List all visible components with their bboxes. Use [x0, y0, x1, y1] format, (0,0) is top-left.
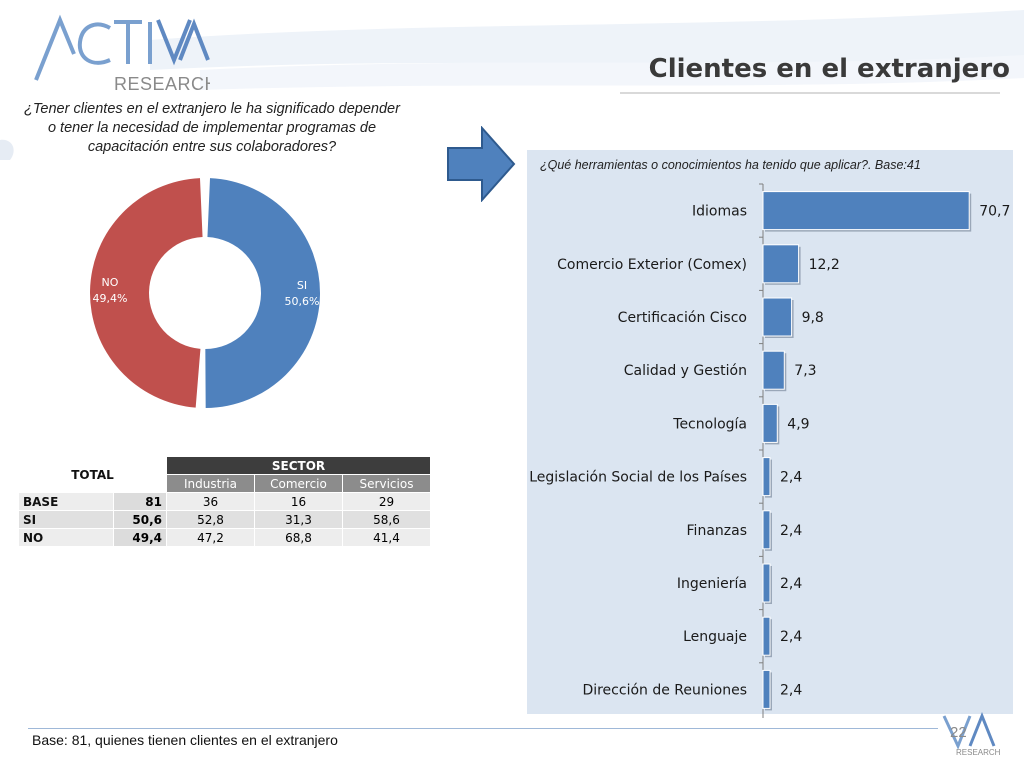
bar: [762, 403, 778, 443]
bar-value-label: 4,9: [787, 416, 809, 432]
bar-value-label: 2,4: [780, 523, 802, 539]
bar: [762, 457, 771, 497]
table-cell: 29: [342, 492, 431, 511]
bar: [762, 350, 785, 390]
donut-value-no: 49,4%: [93, 292, 128, 305]
bar: [762, 563, 771, 603]
row-total: 81: [113, 492, 167, 511]
bar-value-label: 2,4: [780, 576, 802, 592]
donut-slice-si: [205, 178, 320, 408]
bar-category-label: Lenguaje: [683, 629, 747, 645]
footer-logo: RESEARCH: [942, 712, 1000, 757]
table-row: NO 49,4 47,2 68,8 41,4: [18, 528, 431, 547]
row-label: NO: [18, 528, 114, 547]
sector-crosstab-table: TOTAL SECTOR Industria Comercio Servicio…: [18, 456, 431, 547]
donut-label-si: SI: [297, 279, 307, 292]
footer-divider: [28, 728, 938, 729]
bar: [762, 669, 771, 709]
bar-value-label: 2,4: [780, 629, 802, 645]
bar-value-label: 70,7: [979, 204, 1010, 220]
table-cell: 68,8: [254, 528, 343, 547]
bar-value-label: 12,2: [809, 257, 840, 273]
table-cell: 36: [166, 492, 255, 511]
logo-subtext: RESEARCH: [114, 74, 210, 94]
table-cell: 31,3: [254, 510, 343, 529]
bar: [762, 616, 771, 656]
bar-category-label: Dirección de Reuniones: [582, 682, 747, 698]
bar-category-label: Ingeniería: [677, 576, 747, 592]
row-total: 50,6: [113, 510, 167, 529]
bar: [762, 244, 800, 284]
sector-header: SECTOR: [166, 456, 431, 475]
table-row: BASE 81 36 16 29: [18, 492, 431, 511]
bar-chart-title: ¿Qué herramientas o conocimientos ha ten…: [540, 158, 921, 172]
donut-label-no: NO: [102, 276, 119, 289]
column-header-industria: Industria: [166, 474, 255, 493]
row-total: 49,4: [113, 528, 167, 547]
bar-value-label: 2,4: [780, 470, 802, 486]
page-title: Clientes en el extranjero: [648, 54, 1010, 84]
activa-research-logo: RESEARCH: [34, 14, 210, 94]
table-cell: 47,2: [166, 528, 255, 547]
donut-slice-no: [90, 178, 203, 408]
bar-value-label: 2,4: [780, 682, 802, 698]
right-arrow-icon: [447, 126, 516, 202]
base-note: Base: 81, quienes tienen clientes en el …: [32, 732, 338, 748]
donut-value-si: 50,6%: [285, 295, 320, 308]
bar: [762, 297, 793, 337]
survey-question: ¿Tener clientes en el extranjero le ha s…: [24, 101, 400, 155]
table-row: SI 50,6 52,8 31,3 58,6: [18, 510, 431, 529]
donut-chart: SI 50,6% NO 49,4%: [90, 178, 320, 408]
horizontal-bar-chart: Idiomas 70,7 Comercio Exterior (Comex) 12,2…: [529, 183, 1010, 718]
table-cell: 58,6: [342, 510, 431, 529]
row-label: SI: [18, 510, 114, 529]
bar-category-label: Idiomas: [692, 204, 747, 220]
column-header-servicios: Servicios: [342, 474, 431, 493]
bar-category-label: Certificación Cisco: [618, 310, 747, 326]
footer-logo-text: RESEARCH: [956, 748, 1000, 757]
bar-category-label: Finanzas: [687, 523, 747, 539]
bar: [762, 510, 771, 550]
bar-category-label: Tecnología: [672, 416, 747, 432]
bar-category-label: Legislación Social de los Países: [529, 470, 747, 486]
bar-value-label: 7,3: [794, 363, 816, 379]
title-divider: [620, 92, 1000, 94]
table-cell: 16: [254, 492, 343, 511]
row-label: BASE: [18, 492, 114, 511]
total-header: TOTAL: [18, 456, 167, 493]
bar-value-label: 9,8: [802, 310, 824, 326]
column-header-comercio: Comercio: [254, 474, 343, 493]
bar-category-label: Calidad y Gestión: [624, 363, 747, 379]
table-cell: 52,8: [166, 510, 255, 529]
bar: [762, 191, 970, 231]
sector-table-wrap: TOTAL SECTOR Industria Comercio Servicio…: [18, 456, 431, 547]
bar-category-label: Comercio Exterior (Comex): [557, 257, 747, 273]
page-number: 22: [950, 724, 967, 741]
table-cell: 41,4: [342, 528, 431, 547]
